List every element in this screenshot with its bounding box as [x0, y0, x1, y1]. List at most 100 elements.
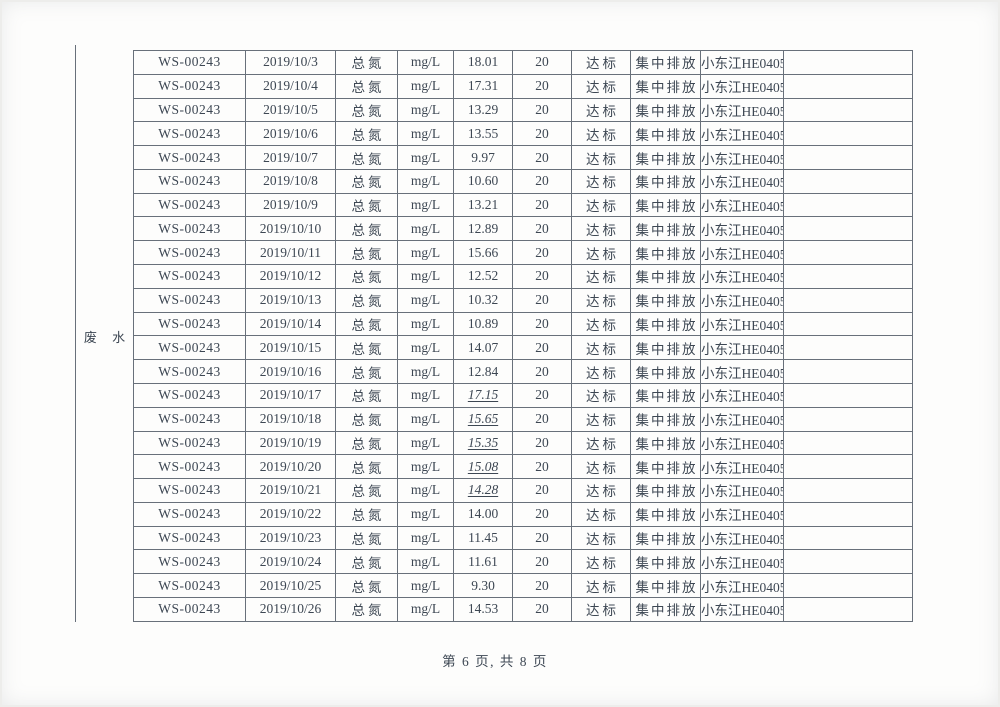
table-row: WS-00243 2019/10/6 总氮 mg/L 13.55 20 达标 集… [133, 121, 913, 147]
cell-status: 达标 [571, 97, 631, 123]
cell-outlet: 小东江HE0405 [700, 478, 784, 503]
cell-limit: 20 [512, 454, 572, 480]
cell-pollutant-id: WS-00243 [133, 596, 246, 623]
cell-unit: mg/L [397, 240, 454, 266]
cell-date: 2019/10/9 [245, 192, 336, 218]
cell-unit: mg/L [397, 145, 454, 170]
cell-measured-value: 11.45 [453, 525, 513, 551]
cell-discharge-mode: 集中排放 [630, 121, 701, 147]
cell-remark [783, 311, 913, 337]
cell-monitored-item: 总氮 [335, 573, 398, 598]
cell-limit: 20 [512, 596, 572, 623]
cell-outlet: 小东江HE0405 [700, 145, 784, 170]
cell-limit: 20 [512, 382, 572, 408]
cell-discharge-mode: 集中排放 [630, 73, 701, 99]
table-row: WS-00243 2019/10/10 总氮 mg/L 12.89 20 达标 … [133, 216, 913, 242]
table-row: WS-00243 2019/10/15 总氮 mg/L 14.07 20 达标 … [133, 335, 913, 361]
cell-remark [783, 573, 913, 598]
cell-limit: 20 [512, 168, 572, 194]
cell-pollutant-id: WS-00243 [133, 430, 246, 456]
cell-unit: mg/L [397, 287, 454, 313]
cell-monitored-item: 总氮 [335, 287, 398, 313]
cell-measured-value: 12.89 [453, 216, 513, 242]
cell-outlet: 小东江HE0405 [700, 50, 784, 75]
page-number-footer: 第 6 页, 共 8 页 [442, 654, 548, 669]
cell-limit: 20 [512, 145, 572, 170]
cell-outlet: 小东江HE0405 [700, 73, 784, 99]
cell-outlet: 小东江HE0405 [700, 311, 784, 337]
cell-status: 达标 [571, 73, 631, 99]
cell-discharge-mode: 集中排放 [630, 478, 701, 503]
cell-monitored-item: 总氮 [335, 168, 398, 194]
cell-status: 达标 [571, 145, 631, 170]
cell-status: 达标 [571, 192, 631, 218]
cell-outlet: 小东江HE0405 [700, 264, 784, 289]
table-row: WS-00243 2019/10/13 总氮 mg/L 10.32 20 达标 … [133, 287, 913, 313]
cell-measured-value: 13.29 [453, 97, 513, 123]
cell-monitored-item: 总氮 [335, 406, 398, 432]
cell-unit: mg/L [397, 478, 454, 503]
cell-outlet: 小东江HE0405 [700, 216, 784, 242]
cell-measured-value: 14.53 [453, 596, 513, 623]
cell-measured-value: 17.31 [453, 73, 513, 99]
cell-monitored-item: 总氮 [335, 430, 398, 456]
category-cell-left-border [75, 45, 76, 622]
cell-remark [783, 240, 913, 266]
cell-remark [783, 359, 913, 384]
cell-remark [783, 97, 913, 123]
cell-status: 达标 [571, 359, 631, 384]
cell-pollutant-id: WS-00243 [133, 97, 246, 123]
cell-unit: mg/L [397, 406, 454, 432]
cell-unit: mg/L [397, 168, 454, 194]
table-row: WS-00243 2019/10/26 总氮 mg/L 14.53 20 达标 … [133, 596, 913, 623]
cell-monitored-item: 总氮 [335, 192, 398, 218]
cell-status: 达标 [571, 50, 631, 75]
cell-date: 2019/10/5 [245, 97, 336, 123]
cell-date: 2019/10/13 [245, 287, 336, 313]
cell-unit: mg/L [397, 525, 454, 551]
cell-pollutant-id: WS-00243 [133, 382, 246, 408]
cell-remark [783, 73, 913, 99]
cell-measured-value: 15.65 [453, 406, 513, 432]
cell-remark [783, 501, 913, 527]
cell-outlet: 小东江HE0405 [700, 335, 784, 361]
cell-limit: 20 [512, 335, 572, 361]
cell-date: 2019/10/10 [245, 216, 336, 242]
cell-measured-value: 13.55 [453, 121, 513, 147]
cell-measured-value: 17.15 [453, 382, 513, 408]
cell-remark [783, 50, 913, 75]
cell-remark [783, 192, 913, 218]
cell-unit: mg/L [397, 382, 454, 408]
cell-status: 达标 [571, 501, 631, 527]
cell-discharge-mode: 集中排放 [630, 525, 701, 551]
cell-monitored-item: 总氮 [335, 145, 398, 170]
cell-status: 达标 [571, 549, 631, 575]
cell-measured-value: 12.52 [453, 264, 513, 289]
cell-outlet: 小东江HE0405 [700, 359, 784, 384]
table-row: WS-00243 2019/10/18 总氮 mg/L 15.65 20 达标 … [133, 406, 913, 432]
cell-outlet: 小东江HE0405 [700, 121, 784, 147]
cell-date: 2019/10/8 [245, 168, 336, 194]
cell-discharge-mode: 集中排放 [630, 287, 701, 313]
cell-pollutant-id: WS-00243 [133, 359, 246, 384]
cell-remark [783, 121, 913, 147]
table-row: WS-00243 2019/10/8 总氮 mg/L 10.60 20 达标 集… [133, 168, 913, 194]
cell-pollutant-id: WS-00243 [133, 525, 246, 551]
cell-limit: 20 [512, 549, 572, 575]
cell-status: 达标 [571, 406, 631, 432]
cell-status: 达标 [571, 311, 631, 337]
cell-discharge-mode: 集中排放 [630, 240, 701, 266]
cell-remark [783, 430, 913, 456]
cell-pollutant-id: WS-00243 [133, 240, 246, 266]
cell-discharge-mode: 集中排放 [630, 596, 701, 623]
cell-remark [783, 406, 913, 432]
cell-remark [783, 454, 913, 480]
cell-status: 达标 [571, 335, 631, 361]
cell-outlet: 小东江HE0405 [700, 596, 784, 623]
cell-date: 2019/10/19 [245, 430, 336, 456]
cell-outlet: 小东江HE0405 [700, 168, 784, 194]
cell-outlet: 小东江HE0405 [700, 382, 784, 408]
cell-limit: 20 [512, 73, 572, 99]
cell-status: 达标 [571, 240, 631, 266]
cell-discharge-mode: 集中排放 [630, 145, 701, 170]
